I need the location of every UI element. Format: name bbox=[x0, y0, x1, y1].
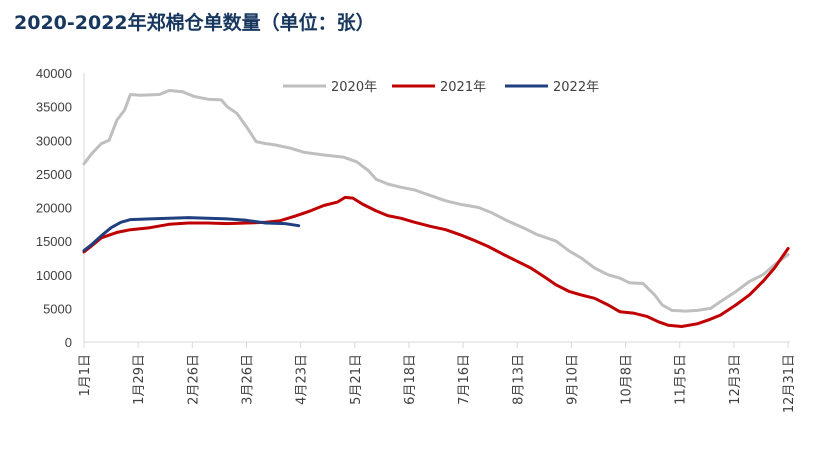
series-line-2022年 bbox=[82, 216, 301, 252]
y-tick-label: 40000 bbox=[36, 66, 72, 81]
x-tick-label: 1月1日 bbox=[78, 354, 93, 397]
y-tick-label: 30000 bbox=[36, 133, 72, 148]
x-tick-label: 8月13日 bbox=[511, 354, 526, 405]
x-tick-label: 12月3日 bbox=[728, 354, 743, 405]
y-tick-label: 0 bbox=[65, 335, 72, 350]
x-tick-label: 1月29日 bbox=[132, 354, 147, 405]
legend-label: 2020年 bbox=[331, 80, 377, 95]
y-tick-label: 10000 bbox=[36, 268, 72, 283]
x-tick-label: 5月21日 bbox=[349, 354, 364, 405]
x-tick-label: 4月23日 bbox=[295, 354, 310, 405]
x-tick-label: 12月31日 bbox=[782, 354, 797, 413]
legend: 2020年 2021年 2022年 bbox=[283, 80, 599, 95]
y-tick-label: 20000 bbox=[36, 201, 72, 216]
y-tick-label: 5000 bbox=[43, 301, 72, 316]
legend-label: 2022年 bbox=[553, 80, 599, 95]
x-tick-label: 3月26日 bbox=[240, 354, 255, 405]
series-lines bbox=[82, 89, 790, 328]
x-tick-label: 11月5日 bbox=[674, 354, 689, 405]
series-line-2020年 bbox=[82, 89, 790, 313]
x-tick-label: 10月8日 bbox=[620, 354, 635, 405]
x-tick-label: 9月10日 bbox=[565, 354, 580, 405]
y-tick-label: 35000 bbox=[36, 100, 72, 115]
y-axis: 0 5000 10000 15000 20000 25000 30000 35000 40000 bbox=[36, 66, 85, 350]
x-tick-label: 6月18日 bbox=[403, 354, 418, 405]
x-tick-label: 7月16日 bbox=[457, 354, 472, 405]
x-tick-label: 2月26日 bbox=[186, 354, 201, 405]
chart-title: 2020-2022年郑棉仓单数量（单位：张） bbox=[14, 12, 375, 34]
y-tick-label: 15000 bbox=[36, 234, 72, 249]
series-line-2021年 bbox=[82, 195, 790, 328]
y-tick-label: 25000 bbox=[36, 167, 72, 182]
legend-label: 2021年 bbox=[440, 80, 486, 95]
x-axis: 1月1日 1月29日 2月26日 3月26日 4月23日 5月21日 6月18日 7月16日 8… bbox=[78, 341, 797, 413]
